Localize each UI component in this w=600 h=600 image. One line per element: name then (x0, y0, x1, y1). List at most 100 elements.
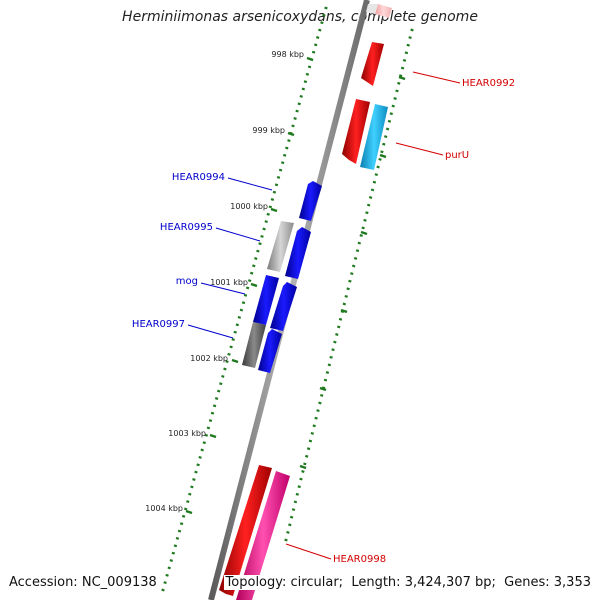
gene-hear0998-red[interactable] (219, 465, 272, 596)
minor-tick (237, 315, 242, 319)
gene-purU-red[interactable] (342, 99, 370, 164)
minor-tick (285, 146, 289, 150)
minor-tick (324, 6, 328, 10)
genes (219, 4, 392, 600)
minor-tick (346, 287, 350, 291)
minor-tick (321, 386, 326, 390)
minor-tick (173, 544, 178, 548)
minor-tick (179, 522, 184, 526)
minor-tick (306, 447, 311, 451)
minor-tick (229, 345, 233, 349)
tick-label-1004: 1004 kbp (145, 504, 183, 513)
label-hear0998[interactable]: HEAR0998 (333, 554, 386, 565)
gene-hear0994[interactable] (299, 181, 322, 221)
minor-tick (293, 117, 297, 120)
major-tick (340, 308, 348, 314)
minor-tick (312, 424, 316, 428)
minor-tick (241, 301, 246, 305)
label-hear0992[interactable]: HEAR0992 (462, 78, 515, 89)
minor-tick (344, 294, 348, 298)
genes-label: Genes: (504, 575, 550, 590)
minor-tick (383, 135, 388, 139)
major-tick (319, 386, 327, 392)
topology-label: Topology: (225, 575, 287, 590)
major-tick (299, 464, 307, 470)
minor-tick (181, 514, 186, 518)
gene-blue-forward-1[interactable] (285, 227, 311, 279)
minor-tick (315, 36, 320, 39)
tick-label-999: 999 kbp (252, 126, 285, 135)
minor-tick (254, 257, 258, 260)
minor-tick (258, 242, 262, 246)
minor-tick (219, 382, 223, 386)
minor-tick (322, 13, 326, 17)
major-tick (306, 56, 314, 62)
minor-tick (307, 65, 312, 69)
minor-tick (293, 500, 298, 504)
label-hear0994[interactable]: HEAR0994 (172, 172, 225, 183)
label-purU[interactable]: purU (445, 150, 469, 161)
gene-hear0997[interactable] (242, 322, 266, 368)
minor-tick (408, 36, 412, 40)
minor-tick (382, 142, 386, 146)
gene-blue-forward-2[interactable] (270, 282, 297, 331)
gene-hear0995[interactable] (267, 221, 294, 272)
label-hear0997[interactable]: HEAR0997 (132, 319, 185, 330)
minor-tick (327, 363, 332, 367)
gene-purU[interactable] (360, 104, 388, 170)
minor-tick (266, 212, 270, 216)
gene-hear0998[interactable] (236, 471, 290, 600)
minor-tick (325, 371, 330, 374)
gene-pale-red[interactable] (375, 4, 392, 18)
length-value: 3,424,307 bp (404, 575, 492, 590)
minor-tick (353, 256, 358, 260)
minor-tick (287, 139, 291, 143)
minor-tick (368, 196, 373, 199)
minor-tick (366, 203, 371, 207)
gene-mog[interactable] (253, 275, 279, 325)
minor-tick (303, 80, 308, 84)
minor-tick (391, 104, 395, 108)
minor-tick (318, 401, 322, 405)
minor-tick (319, 393, 324, 397)
minor-tick (320, 21, 324, 25)
minor-tick (270, 198, 275, 201)
minor-tick (361, 226, 365, 230)
minor-tick (316, 409, 320, 413)
minor-tick (400, 66, 405, 70)
label-hear0995[interactable]: HEAR0995 (160, 222, 213, 233)
minor-tick (202, 441, 207, 445)
minor-tick (355, 249, 360, 253)
minor-tick (233, 330, 237, 334)
topology-value: circular (290, 575, 339, 590)
gene-hear0992[interactable] (361, 42, 384, 86)
major-tick (185, 509, 193, 515)
minor-tick (301, 470, 305, 473)
minor-tick (249, 271, 254, 275)
minor-tick (303, 462, 307, 466)
minor-tick (214, 397, 219, 400)
minor-tick (335, 333, 339, 336)
minor-tick (264, 220, 268, 224)
minor-tick (385, 127, 390, 131)
label-mog[interactable]: mog (176, 276, 198, 287)
minor-tick (165, 573, 169, 577)
gene-blue-forward-3[interactable] (258, 329, 282, 373)
minor-tick (190, 485, 194, 489)
minor-tick (247, 279, 252, 283)
minor-tick (305, 72, 310, 76)
minor-tick (210, 411, 215, 415)
minor-tick (333, 340, 337, 344)
minor-tick (357, 241, 362, 245)
minor-tick (206, 426, 211, 430)
minor-tick (239, 308, 244, 312)
minor-tick (245, 286, 250, 290)
minor-tick (397, 81, 401, 85)
minor-tick (223, 367, 227, 371)
minor-tick (282, 153, 287, 157)
minor-tick (243, 293, 248, 297)
minor-tick (299, 477, 303, 481)
minor-tick (235, 323, 240, 327)
minor-tick (318, 28, 322, 32)
